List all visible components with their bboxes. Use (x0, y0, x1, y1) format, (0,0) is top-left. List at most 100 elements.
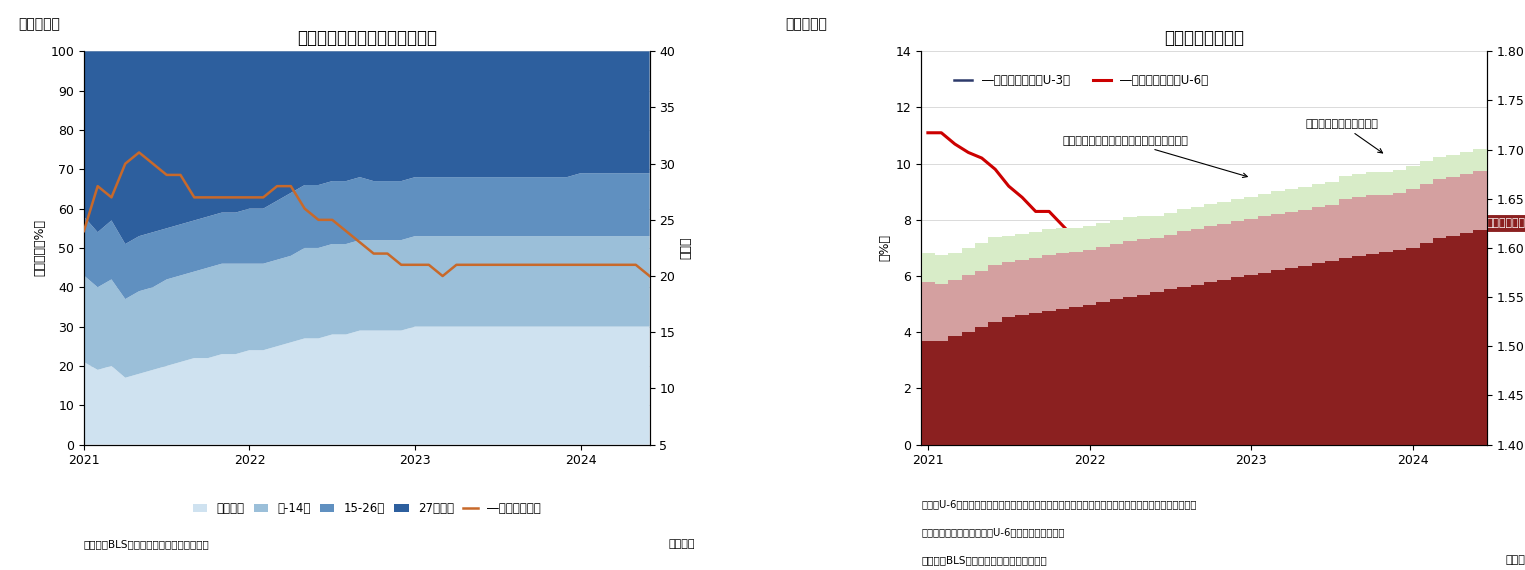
Bar (1286, 268, 1298, 570)
Bar (1043, 311, 1055, 570)
Bar (1353, 197, 1366, 256)
Bar (949, 280, 962, 336)
Bar (1217, 225, 1231, 280)
Bar (1205, 203, 1217, 226)
Bar (962, 248, 974, 275)
Bar (1366, 195, 1379, 254)
Bar (1258, 194, 1272, 217)
Bar (1366, 254, 1379, 570)
Bar (1298, 187, 1311, 210)
Bar (1217, 202, 1231, 225)
Text: （資料）BLSよりニッセイ基礎研究所作成: （資料）BLSよりニッセイ基礎研究所作成 (921, 555, 1046, 565)
Bar (1136, 295, 1150, 570)
Bar (1244, 275, 1258, 570)
Text: 労働力人口（経済的理由によるパートタイマー除く、右軸）: 労働力人口（経済的理由によるパートタイマー除く、右軸） (1487, 218, 1525, 228)
Bar (1434, 179, 1447, 238)
Bar (921, 253, 935, 282)
Bar (1110, 244, 1124, 299)
Bar (1016, 315, 1029, 570)
Bar (1406, 166, 1420, 189)
Bar (974, 243, 988, 271)
Bar (1312, 184, 1325, 207)
Bar (1420, 184, 1434, 243)
Bar (1459, 152, 1473, 174)
Bar (1164, 213, 1177, 235)
Bar (1016, 260, 1029, 315)
Bar (1231, 199, 1244, 221)
Bar (1124, 218, 1136, 241)
Bar (1164, 235, 1177, 289)
Bar (1434, 238, 1447, 570)
Bar (935, 284, 949, 341)
Text: （月次）: （月次） (668, 539, 695, 549)
Bar (1339, 258, 1353, 570)
Title: 失業期間の分布と平均失業期間: 失業期間の分布と平均失業期間 (297, 29, 436, 47)
Bar (1191, 207, 1205, 229)
Bar (1447, 177, 1459, 236)
Bar (1191, 286, 1205, 570)
Bar (1447, 154, 1459, 177)
Title: 広義失業率の推移: 広義失業率の推移 (1164, 29, 1244, 47)
Bar (1298, 266, 1311, 570)
Bar (1177, 287, 1191, 570)
Bar (1083, 305, 1096, 570)
Bar (1272, 214, 1286, 270)
Bar (1136, 239, 1150, 295)
Text: 周辺労働力は失業率（U-6）より逆算して推計: 周辺労働力は失業率（U-6）より逆算して推計 (921, 527, 1064, 537)
Bar (1325, 205, 1339, 260)
Bar (935, 255, 949, 284)
Bar (1069, 228, 1083, 252)
Bar (1002, 236, 1016, 262)
Bar (1392, 193, 1406, 250)
Bar (1366, 172, 1379, 195)
Bar (921, 282, 935, 341)
Bar (1177, 231, 1191, 287)
Bar (1392, 170, 1406, 193)
Text: （注）U-6＝（失業者＋周辺労働力＋経済的理由によるパートタイマー）／（労働力＋周辺労働力）: （注）U-6＝（失業者＋周辺労働力＋経済的理由によるパートタイマー）／（労働力＋… (921, 500, 1197, 510)
Bar (1029, 313, 1043, 570)
Bar (1312, 207, 1325, 263)
Bar (1244, 197, 1258, 219)
Text: 周辺労働力人口（右軸）: 周辺労働力人口（右軸） (1305, 119, 1383, 153)
Y-axis label: （シェア、%）: （シェア、%） (34, 219, 46, 276)
Text: 経済的理由によるパートタイマー（右軸）: 経済的理由によるパートタイマー（右軸） (1063, 136, 1247, 177)
Bar (962, 275, 974, 332)
Bar (1353, 256, 1366, 570)
Bar (1434, 157, 1447, 179)
Bar (935, 341, 949, 570)
Bar (1473, 149, 1487, 171)
Bar (949, 336, 962, 570)
Bar (1258, 217, 1272, 272)
Bar (1002, 317, 1016, 570)
Bar (1191, 229, 1205, 286)
Bar (1272, 270, 1286, 570)
Bar (1325, 260, 1339, 570)
Bar (1043, 229, 1055, 255)
Bar (1325, 182, 1339, 205)
Bar (1272, 191, 1286, 214)
Bar (1286, 211, 1298, 268)
Bar (1096, 223, 1110, 247)
Bar (1043, 255, 1055, 311)
Bar (1473, 230, 1487, 570)
Bar (1473, 171, 1487, 230)
Bar (1353, 174, 1366, 197)
Bar (1379, 172, 1392, 195)
Bar (1406, 189, 1420, 248)
Legend: ５週未満, ５-14週, 15-26週, 27週以上, ―平均（右軸）: ５週未満, ５-14週, 15-26週, 27週以上, ―平均（右軸） (188, 498, 546, 520)
Bar (921, 341, 935, 570)
Bar (1069, 252, 1083, 307)
Bar (1205, 226, 1217, 282)
Bar (1217, 280, 1231, 570)
Bar (1164, 289, 1177, 570)
Bar (1447, 236, 1459, 570)
Bar (1459, 174, 1473, 233)
Bar (1029, 258, 1043, 313)
Bar (1110, 299, 1124, 570)
Text: （月次）: （月次） (1505, 555, 1525, 565)
Bar (1150, 292, 1164, 570)
Bar (1055, 309, 1069, 570)
Bar (988, 321, 1002, 570)
Bar (1029, 232, 1043, 258)
Bar (1069, 307, 1083, 570)
